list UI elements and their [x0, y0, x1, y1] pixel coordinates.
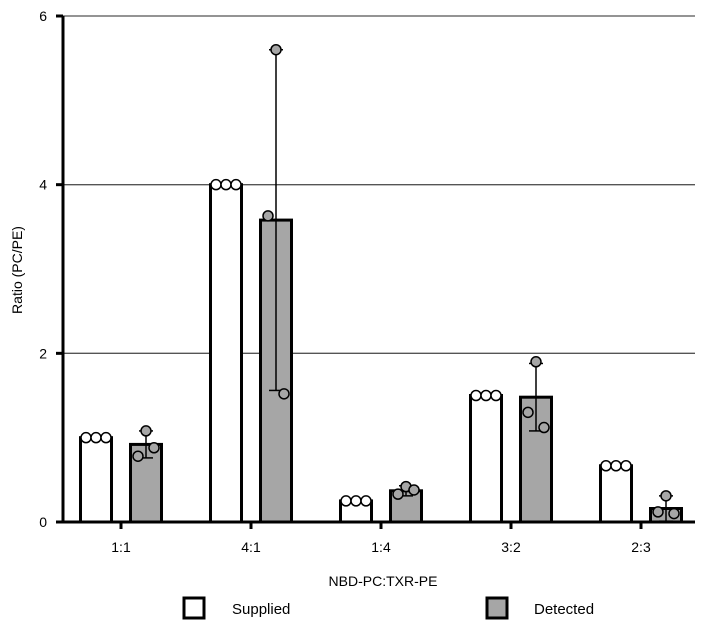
- legend-label-supplied: Supplied: [232, 601, 290, 618]
- data-point-detected: [262, 210, 274, 222]
- axes: [56, 14, 695, 529]
- x-axis-title: NBD-PC:TXR-PE: [329, 573, 438, 589]
- legend-swatch-supplied: [182, 596, 206, 620]
- data-point-supplied: [350, 495, 362, 507]
- data-point-detected: [278, 388, 290, 400]
- data-point-detected: [148, 442, 160, 454]
- data-point-supplied: [470, 389, 482, 402]
- x-tick-label: 1:4: [371, 539, 391, 555]
- bar-supplied: [209, 183, 243, 524]
- data-point-detected: [408, 484, 420, 496]
- x-tick-label: 1:1: [111, 539, 131, 555]
- data-point-supplied: [610, 459, 622, 472]
- x-tick-label: 2:3: [631, 539, 651, 555]
- data-point-supplied: [480, 389, 492, 402]
- data-point-supplied: [340, 495, 352, 507]
- data-point-detected: [668, 507, 680, 520]
- y-tick-label: 6: [39, 8, 47, 24]
- legend-swatch-detected: [485, 596, 509, 620]
- data-point-supplied: [360, 495, 372, 507]
- y-tick-label: 4: [39, 177, 47, 193]
- data-point-supplied: [490, 389, 502, 402]
- data-point-supplied: [620, 459, 632, 472]
- data-point-supplied: [100, 431, 112, 444]
- bar-supplied: [599, 464, 633, 524]
- y-tick-label: 2: [39, 345, 47, 361]
- data-point-detected: [392, 488, 404, 500]
- tick-labels: 0 2 4 6 1:1 4:1 1:4 3:2 2:3: [39, 8, 651, 555]
- data-points: [80, 43, 680, 520]
- data-point-supplied: [90, 431, 102, 444]
- bar-supplied: [79, 436, 113, 524]
- data-point-detected: [522, 406, 534, 419]
- x-tick-label: 4:1: [241, 539, 261, 555]
- data-point-supplied: [220, 178, 232, 191]
- bar-supplied: [469, 394, 503, 524]
- legend: Supplied Detected: [182, 596, 594, 620]
- data-point-supplied: [600, 459, 612, 472]
- y-axis-title: Ratio (PC/PE): [9, 226, 25, 314]
- y-tick-label: 0: [39, 514, 47, 530]
- data-point-supplied: [230, 178, 242, 191]
- data-point-detected: [660, 490, 672, 502]
- data-point-detected: [538, 421, 550, 434]
- data-point-detected: [140, 425, 152, 437]
- data-point-detected: [132, 450, 144, 462]
- data-point-detected: [530, 356, 542, 368]
- data-point-detected: [652, 506, 664, 518]
- legend-label-detected: Detected: [534, 601, 594, 618]
- data-point-detected: [270, 43, 282, 56]
- x-tick-label: 3:2: [501, 539, 521, 555]
- gridlines: [63, 15, 695, 354]
- data-point-supplied: [210, 178, 222, 191]
- data-point-supplied: [80, 431, 92, 444]
